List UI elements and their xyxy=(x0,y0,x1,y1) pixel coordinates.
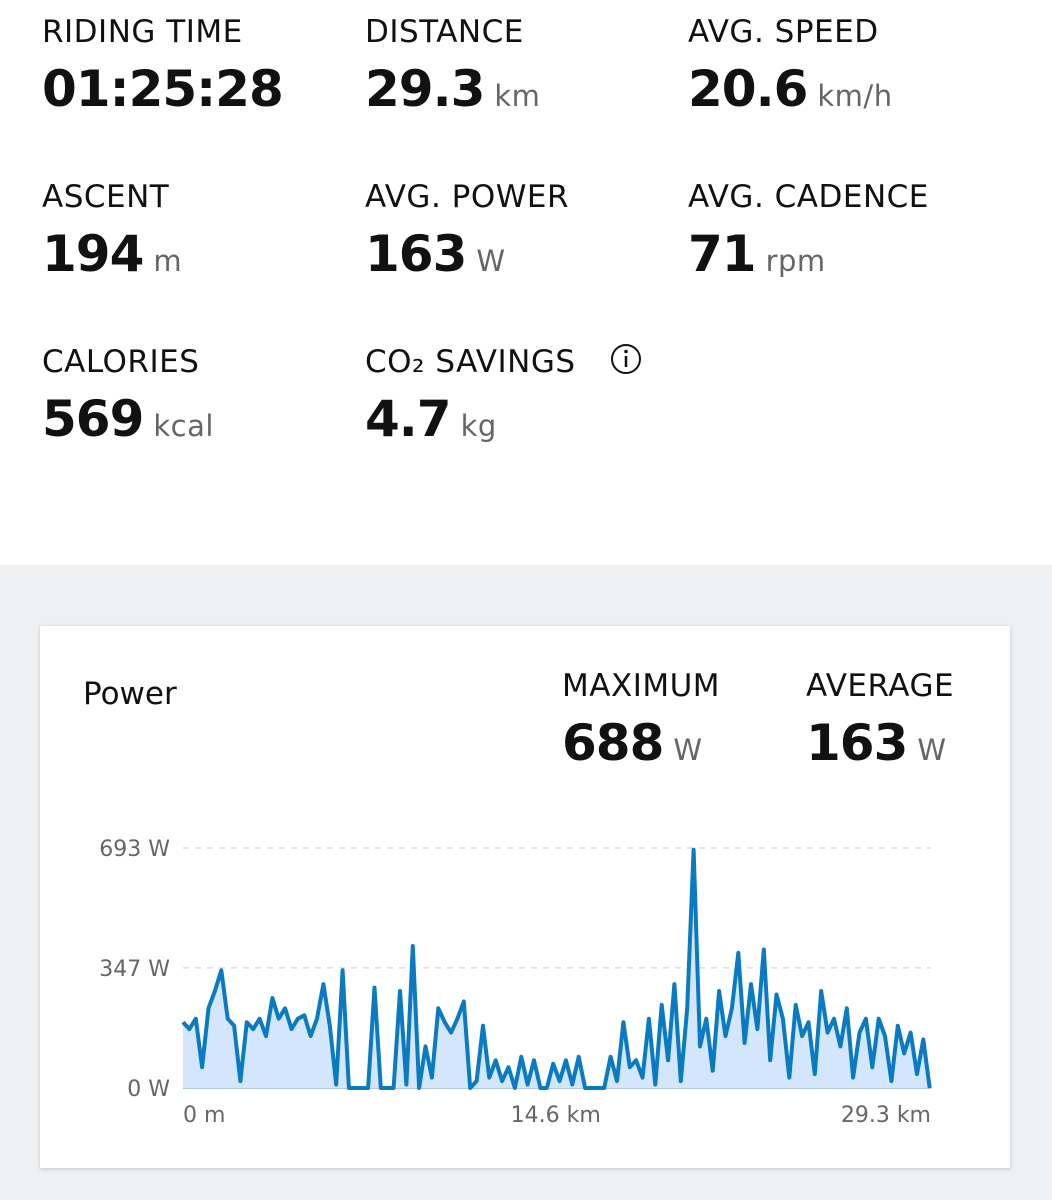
stat-number: 71 xyxy=(688,225,757,283)
stat-number: 688 xyxy=(562,714,664,772)
stat: CALORIES 569 kcal xyxy=(42,344,214,448)
stat-label: MAXIMUM xyxy=(562,668,721,704)
info-icon[interactable] xyxy=(609,342,643,376)
power-line xyxy=(181,847,932,1090)
stat-label: RIDING TIME xyxy=(42,14,243,50)
stat: CO₂ SAVINGS 4.7 kg xyxy=(365,344,576,448)
stat: DISTANCE 29.3 km xyxy=(365,14,540,118)
stat: RIDING TIME 01:25:28 xyxy=(42,14,284,118)
stat-value: 569 kcal xyxy=(42,390,214,448)
x-tick-label: 29.3 km xyxy=(841,1103,931,1128)
stat-unit: km/h xyxy=(817,79,893,113)
stat-unit: W xyxy=(917,733,947,767)
stat-number: 29.3 xyxy=(365,60,485,118)
stat-value: 71 rpm xyxy=(688,225,929,283)
stat-value: 4.7 kg xyxy=(365,390,576,448)
stat-value: 20.6 km/h xyxy=(688,60,893,118)
stat: AVG. CADENCE 71 rpm xyxy=(688,179,929,283)
summary-stat: AVERAGE 163 W xyxy=(806,668,954,772)
stat-unit: W xyxy=(476,244,506,278)
stat: ASCENT 194 m xyxy=(42,179,182,283)
stat-value: 29.3 km xyxy=(365,60,540,118)
stat-unit: W xyxy=(673,733,703,767)
stat-number: 163 xyxy=(365,225,467,283)
y-tick-label: 347 W xyxy=(99,957,170,982)
stat: AVG. POWER 163 W xyxy=(365,179,569,283)
stat-number: 20.6 xyxy=(688,60,808,118)
stat-label: CO₂ SAVINGS xyxy=(365,344,576,380)
stat-label: AVG. POWER xyxy=(365,179,570,215)
stat-number: 569 xyxy=(42,390,144,448)
stat-label: AVG. CADENCE xyxy=(688,179,929,215)
stat-value: 163 W xyxy=(365,225,569,283)
chart-title: Power xyxy=(83,676,177,712)
y-tick-label: 693 W xyxy=(99,837,170,862)
stat-label: AVG. SPEED xyxy=(688,14,879,50)
stat-label: CALORIES xyxy=(42,344,200,380)
stat-unit: km xyxy=(494,79,541,113)
y-tick-label: 0 W xyxy=(127,1077,170,1102)
stat-value: 688 W xyxy=(562,714,720,772)
summary-stat: MAXIMUM 688 W xyxy=(562,668,720,772)
stat-number: 4.7 xyxy=(365,390,452,448)
stat-value: 163 W xyxy=(806,714,954,772)
stat-value: 01:25:28 xyxy=(42,60,284,118)
stat-label: ASCENT xyxy=(42,179,170,215)
stats-panel: RIDING TIME 01:25:28 DISTANCE 29.3 km AVG. SP… xyxy=(0,0,1052,565)
x-tick-label: 14.6 km xyxy=(511,1103,601,1128)
stat-number: 163 xyxy=(806,714,908,772)
x-tick-label: 0 m xyxy=(183,1103,225,1128)
stat: AVG. SPEED 20.6 km/h xyxy=(688,14,893,118)
stat-value: 194 m xyxy=(42,225,182,283)
stat-unit: kg xyxy=(460,409,497,443)
stat-number: 01:25:28 xyxy=(42,60,284,118)
stat-unit: rpm xyxy=(765,244,826,278)
stat-unit: m xyxy=(153,244,183,278)
stat-unit: kcal xyxy=(153,409,214,443)
stat-number: 194 xyxy=(42,225,144,283)
stat-label: DISTANCE xyxy=(365,14,524,50)
stat-label: AVERAGE xyxy=(806,668,955,704)
